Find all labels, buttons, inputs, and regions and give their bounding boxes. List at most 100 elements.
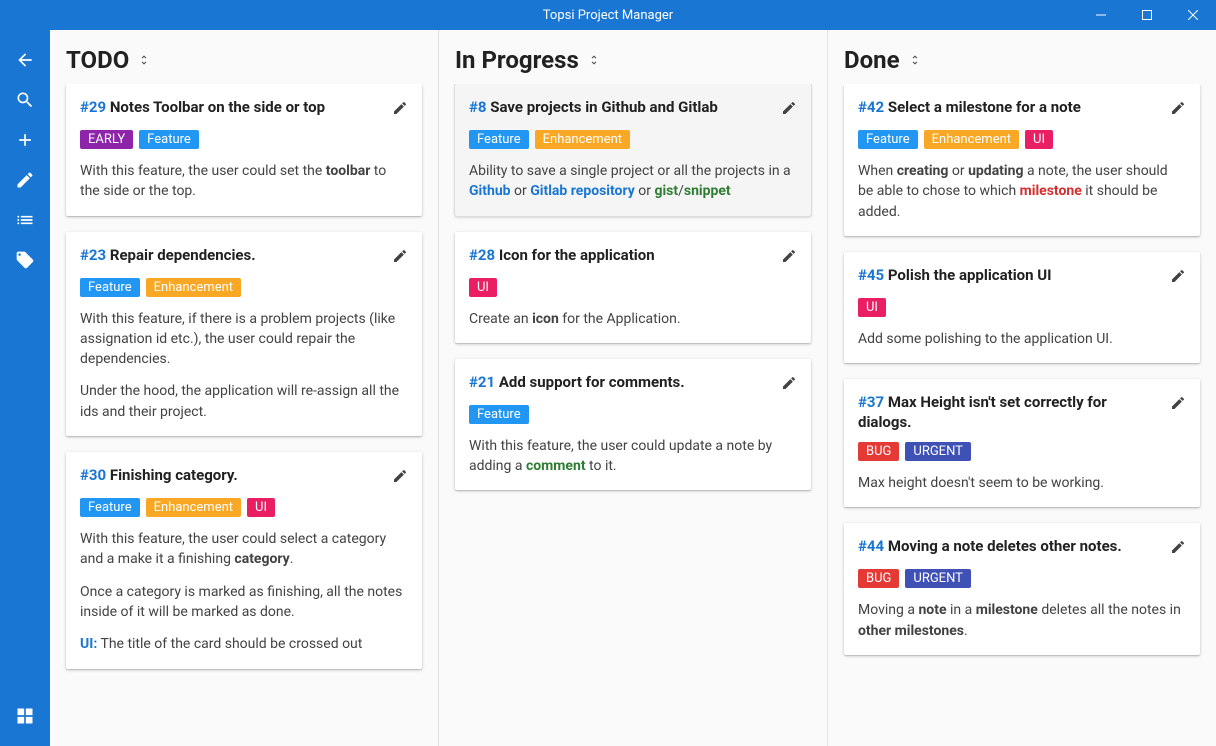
edit-icon[interactable] [392, 100, 408, 120]
tag[interactable]: UI [858, 298, 886, 317]
card-header: #45 Polish the application UI [844, 252, 1200, 288]
edit-icon[interactable] [392, 248, 408, 268]
card[interactable]: #28 Icon for the applicationUICreate an … [455, 232, 811, 343]
card-body: Create an icon for the Application. [455, 297, 811, 343]
tag-list: UI [844, 288, 1200, 317]
card-title: #37 Max Height isn't set correctly for d… [858, 393, 1162, 432]
tag[interactable]: Enhancement [924, 130, 1019, 149]
unfold-icon[interactable] [908, 53, 922, 67]
card-body: Max height doesn't seem to be working. [844, 461, 1200, 507]
tag[interactable]: Feature [469, 130, 529, 149]
minimize-button[interactable] [1078, 0, 1124, 30]
column: Done#42 Select a milestone for a noteFea… [828, 30, 1216, 746]
card-body: When creating or updating a note, the us… [844, 149, 1200, 236]
tag-list: BUG URGENT [844, 559, 1200, 588]
edit-icon[interactable] [392, 468, 408, 488]
edit-icon[interactable] [1170, 395, 1186, 415]
card-header: #8 Save projects in Github and Gitlab [455, 84, 811, 120]
unfold-icon[interactable] [587, 53, 601, 67]
card-id: #37 [858, 393, 884, 411]
tag[interactable]: Feature [858, 130, 918, 149]
card[interactable]: #42 Select a milestone for a noteFeature… [844, 84, 1200, 236]
card-title: #21 Add support for comments. [469, 373, 773, 393]
edit-icon[interactable] [1170, 268, 1186, 288]
tag[interactable]: Feature [139, 130, 199, 149]
column-title: Done [844, 46, 900, 74]
card-list: #42 Select a milestone for a noteFeature… [828, 84, 1216, 746]
tag[interactable]: URGENT [905, 442, 971, 461]
card-header: #29 Notes Toolbar on the side or top [66, 84, 422, 120]
tag-list: BUG URGENT [844, 432, 1200, 461]
list-icon[interactable] [0, 200, 50, 240]
projects-icon[interactable] [0, 696, 50, 736]
card-list: #8 Save projects in Github and Gitlab Fea… [439, 84, 827, 746]
card-body: With this feature, the user could set th… [66, 149, 422, 216]
tag[interactable]: Feature [469, 405, 529, 424]
back-icon[interactable] [0, 40, 50, 80]
card[interactable]: #37 Max Height isn't set correctly for d… [844, 379, 1200, 507]
maximize-button[interactable] [1124, 0, 1170, 30]
edit-note-icon[interactable] [0, 160, 50, 200]
unfold-icon[interactable] [137, 53, 151, 67]
tag-icon[interactable] [0, 240, 50, 280]
column-header: Done [828, 30, 1216, 84]
card-body: Ability to save a single project or all … [455, 149, 811, 216]
tag[interactable]: Enhancement [146, 278, 241, 297]
card-title: #42 Select a milestone for a note [858, 98, 1162, 118]
tag-list: Feature Enhancement [66, 268, 422, 297]
tag-list: Feature Enhancement UI [844, 120, 1200, 149]
card-title: #44 Moving a note deletes other notes. [858, 537, 1162, 557]
titlebar: Topsi Project Manager [0, 0, 1216, 30]
close-button[interactable] [1170, 0, 1216, 30]
edit-icon[interactable] [1170, 539, 1186, 559]
search-icon[interactable] [0, 80, 50, 120]
card[interactable]: #30 Finishing category. Feature Enhancemen… [66, 452, 422, 668]
edit-icon[interactable] [781, 375, 797, 395]
edit-icon[interactable] [781, 248, 797, 268]
card[interactable]: #44 Moving a note deletes other notes.BU… [844, 523, 1200, 655]
card-body: Moving a note in a milestone deletes all… [844, 588, 1200, 655]
card[interactable]: #21 Add support for comments. FeatureWith… [455, 359, 811, 491]
card-id: #23 [80, 246, 106, 264]
card-title: #29 Notes Toolbar on the side or top [80, 98, 384, 118]
board: TODO #29 Notes Toolbar on the side or top… [50, 30, 1216, 746]
card-header: #37 Max Height isn't set correctly for d… [844, 379, 1200, 432]
tag[interactable]: UI [1025, 130, 1053, 149]
card-header: #21 Add support for comments. [455, 359, 811, 395]
card-body: Add some polishing to the application UI… [844, 317, 1200, 363]
card[interactable]: #8 Save projects in Github and Gitlab Fea… [455, 84, 811, 216]
card-body: With this feature, if there is a problem… [66, 297, 422, 436]
tag[interactable]: Enhancement [146, 498, 241, 517]
app-title: Topsi Project Manager [543, 8, 673, 23]
column: In Progress#8 Save projects in Github an… [439, 30, 828, 746]
tag[interactable]: Feature [80, 278, 140, 297]
edit-icon[interactable] [1170, 100, 1186, 120]
card-id: #28 [469, 246, 495, 264]
tag-list: UI [455, 268, 811, 297]
column-header: In Progress [439, 30, 827, 84]
card[interactable]: #23 Repair dependencies.FeatureEnhanceme… [66, 232, 422, 436]
tag[interactable]: BUG [858, 442, 899, 461]
tag[interactable]: UI [247, 498, 275, 517]
add-icon[interactable] [0, 120, 50, 160]
card[interactable]: #45 Polish the application UI UIAdd some … [844, 252, 1200, 363]
tag[interactable]: Feature [80, 498, 140, 517]
card[interactable]: #29 Notes Toolbar on the side or top EARL… [66, 84, 422, 216]
card-header: #42 Select a milestone for a note [844, 84, 1200, 120]
tag[interactable]: URGENT [905, 569, 971, 588]
card-id: #29 [80, 98, 106, 116]
card-id: #44 [858, 537, 884, 555]
edit-icon[interactable] [781, 100, 797, 120]
card-id: #21 [469, 373, 495, 391]
card-title: #8 Save projects in Github and Gitlab [469, 98, 773, 118]
tag[interactable]: BUG [858, 569, 899, 588]
card-header: #30 Finishing category. [66, 452, 422, 488]
card-id: #8 [469, 98, 487, 116]
card-id: #42 [858, 98, 884, 116]
tag[interactable]: Enhancement [535, 130, 630, 149]
tag[interactable]: EARLY [80, 130, 133, 149]
column-title: TODO [66, 46, 129, 74]
column-header: TODO [50, 30, 438, 84]
tag[interactable]: UI [469, 278, 497, 297]
card-body: With this feature, the user could update… [455, 424, 811, 491]
